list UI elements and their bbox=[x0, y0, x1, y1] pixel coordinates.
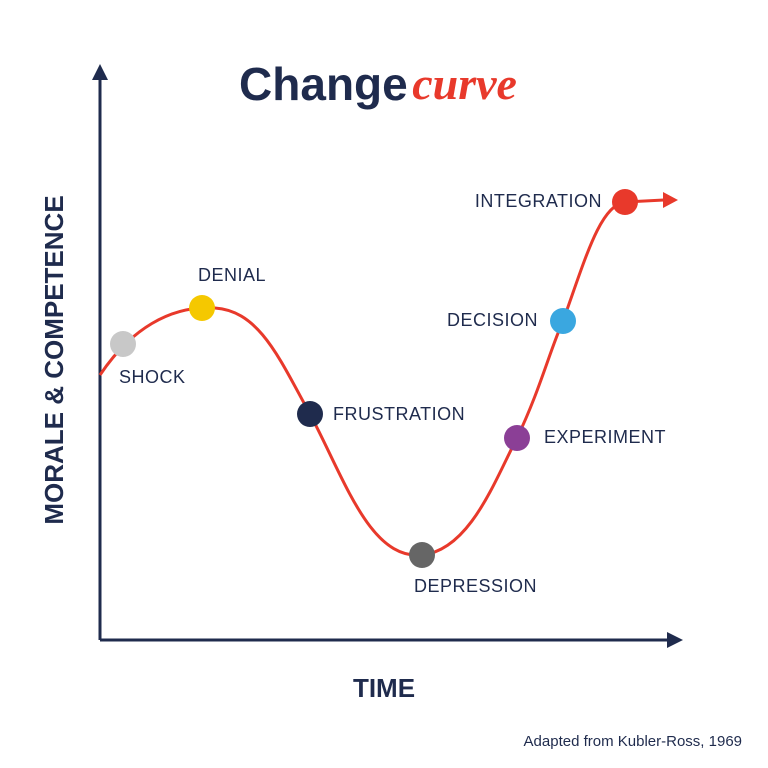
title-main: Change bbox=[239, 58, 408, 110]
y-axis-title: MORALE & COMPETENCE bbox=[39, 195, 69, 524]
stage-dot bbox=[110, 331, 136, 357]
stage-label: DEPRESSION bbox=[414, 576, 537, 596]
stage-label: DENIAL bbox=[198, 265, 266, 285]
stage-dot bbox=[409, 542, 435, 568]
x-axis-arrow bbox=[667, 632, 683, 648]
x-axis-title: TIME bbox=[353, 673, 415, 703]
y-axis-arrow bbox=[92, 64, 108, 80]
stage-dot bbox=[612, 189, 638, 215]
stage-dot bbox=[189, 295, 215, 321]
stage-label: EXPERIMENT bbox=[544, 427, 666, 447]
stage-dot bbox=[550, 308, 576, 334]
stage-label: SHOCK bbox=[119, 367, 186, 387]
caption: Adapted from Kubler-Ross, 1969 bbox=[524, 733, 742, 750]
stage-dot bbox=[504, 425, 530, 451]
curve-arrow bbox=[663, 192, 678, 208]
title-accent: curve bbox=[412, 58, 517, 109]
stage-label: INTEGRATION bbox=[475, 191, 602, 211]
title: Change curve bbox=[239, 58, 517, 111]
stage-label: FRUSTRATION bbox=[333, 404, 465, 424]
stage-dot bbox=[297, 401, 323, 427]
stage-label: DECISION bbox=[447, 310, 538, 330]
